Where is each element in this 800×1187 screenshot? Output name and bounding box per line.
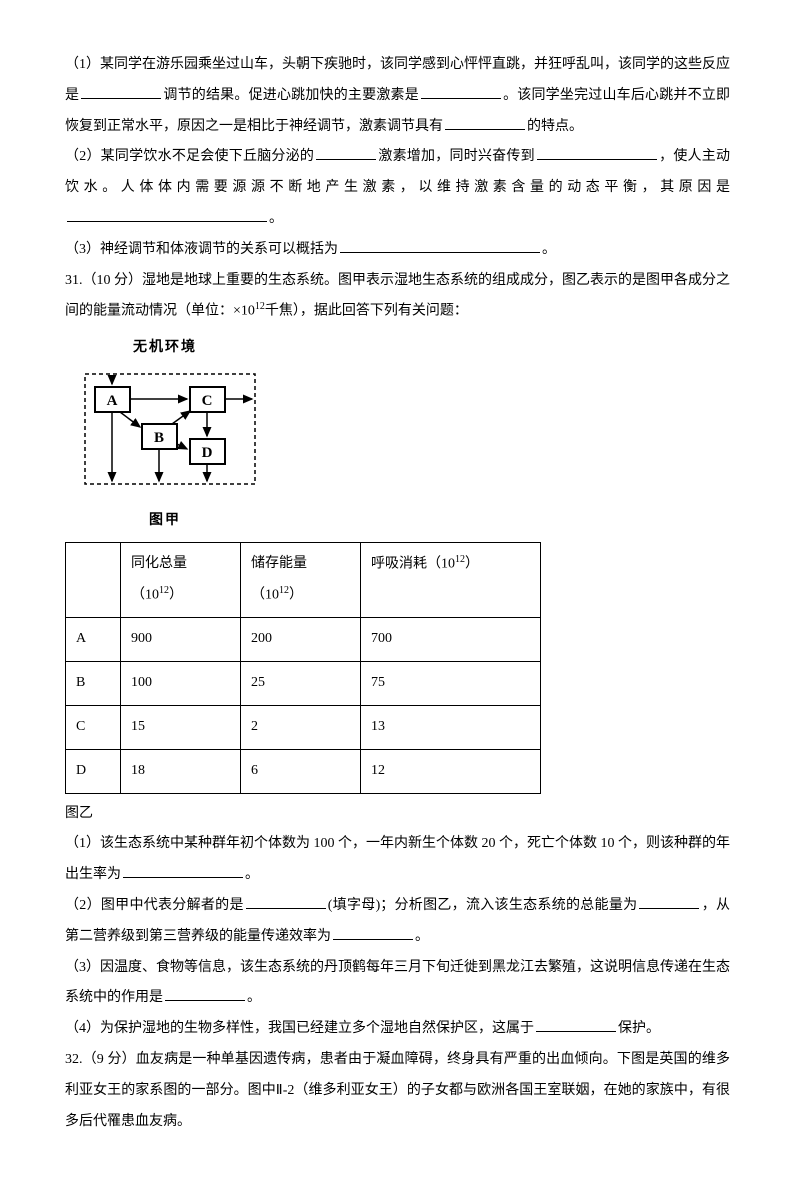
q30-part3: （3）神经调节和体液调节的关系可以概括为 。 bbox=[65, 235, 730, 266]
blank bbox=[537, 146, 657, 160]
blank bbox=[123, 864, 243, 878]
cell: 2 bbox=[241, 706, 361, 750]
cell: 200 bbox=[241, 618, 361, 662]
cell: 25 bbox=[241, 662, 361, 706]
q31-part1: （1）该生态系统中某种群年初个体数为 100 个，一年内新生个体数 20 个，死… bbox=[65, 829, 730, 891]
blank bbox=[445, 116, 525, 130]
cell: 6 bbox=[241, 749, 361, 793]
q30-p2-text: （2）某同学饮水不足会使下丘脑分泌的 bbox=[65, 149, 314, 164]
energy-table: 同化总量（1012） 储存能量（1012） 呼吸消耗（1012） A 900 2… bbox=[65, 542, 541, 793]
q30-p2b-text: 激素增加，同时兴奋传到 bbox=[378, 149, 535, 164]
q30-p2d-text: 。 bbox=[269, 211, 283, 226]
q31-part4: （4）为保护湿地的生物多样性，我国已经建立多个湿地自然保护区，这属于 保护。 bbox=[65, 1014, 730, 1045]
q31-intro: 31.（10 分）湿地是地球上重要的生态系统。图甲表示湿地生态系统的组成成分，图… bbox=[65, 266, 730, 328]
table-header-empty bbox=[66, 543, 121, 618]
blank bbox=[316, 146, 376, 160]
q30-part1: （1）某同学在游乐园乘坐过山车，头朝下疾驰时，该同学感到心怦怦直跳，并狂呼乱叫，… bbox=[65, 50, 730, 142]
blank bbox=[67, 208, 267, 222]
blank bbox=[165, 987, 245, 1001]
blank bbox=[81, 85, 161, 99]
cell: A bbox=[66, 618, 121, 662]
q31-intro-end: 千焦），据此回答下列有关问题： bbox=[265, 304, 468, 319]
blank bbox=[421, 85, 501, 99]
cell: C bbox=[66, 706, 121, 750]
env-label: 无机环境 bbox=[80, 333, 250, 364]
cell: 100 bbox=[121, 662, 241, 706]
node-a: A bbox=[107, 393, 118, 409]
diagram-label-jia: 图甲 bbox=[80, 506, 250, 537]
table-row: B 100 25 75 bbox=[66, 662, 541, 706]
q31-p2b-text: (填字母)；分析图乙，流入该生态系统的总能量为 bbox=[328, 898, 638, 913]
q31-p4-text: （4）为保护湿地的生物多样性，我国已经建立多个湿地自然保护区，这属于 bbox=[65, 1021, 534, 1036]
q30-p1d-text: 的特点。 bbox=[527, 119, 583, 134]
superscript: 12 bbox=[255, 301, 265, 312]
q31-p2d-text: 。 bbox=[415, 929, 429, 944]
table-header-col4: 呼吸消耗（1012） bbox=[361, 543, 541, 618]
blank bbox=[536, 1018, 616, 1032]
cell: 18 bbox=[121, 749, 241, 793]
ecosystem-diagram: A C B D bbox=[80, 369, 730, 502]
blank bbox=[340, 239, 540, 253]
blank bbox=[639, 895, 699, 909]
q30-p3b-text: 。 bbox=[542, 242, 556, 257]
node-d: D bbox=[202, 445, 213, 461]
q31-part3: （3）因温度、食物等信息，该生态系统的丹顶鹤每年三月下旬迁徙到黑龙江去繁殖，这说… bbox=[65, 953, 730, 1015]
cell: 900 bbox=[121, 618, 241, 662]
cell: 75 bbox=[361, 662, 541, 706]
node-b: B bbox=[154, 430, 164, 446]
cell: 12 bbox=[361, 749, 541, 793]
table-header-col2: 同化总量（1012） bbox=[121, 543, 241, 618]
q31-p1b-text: 。 bbox=[245, 867, 259, 882]
cell: 700 bbox=[361, 618, 541, 662]
table-row: A 900 200 700 bbox=[66, 618, 541, 662]
table-row: C 15 2 13 bbox=[66, 706, 541, 750]
table-header-row: 同化总量（1012） 储存能量（1012） 呼吸消耗（1012） bbox=[66, 543, 541, 618]
q31-p2-text: （2）图甲中代表分解者的是 bbox=[65, 898, 244, 913]
cell: 15 bbox=[121, 706, 241, 750]
q32-intro-text: 32.（9 分）血友病是一种单基因遗传病，患者由于凝血障碍，终身具有严重的出血倾… bbox=[65, 1052, 730, 1129]
cell: D bbox=[66, 749, 121, 793]
q31-p4b-text: 保护。 bbox=[618, 1021, 660, 1036]
table-row: D 18 6 12 bbox=[66, 749, 541, 793]
blank bbox=[246, 895, 326, 909]
table-header-col3: 储存能量（1012） bbox=[241, 543, 361, 618]
q31-p3b-text: 。 bbox=[247, 990, 261, 1005]
cell: 13 bbox=[361, 706, 541, 750]
table-label-yi: 图乙 bbox=[65, 799, 730, 830]
node-c: C bbox=[202, 393, 213, 409]
q31-part2: （2）图甲中代表分解者的是(填字母)；分析图乙，流入该生态系统的总能量为，从第二… bbox=[65, 891, 730, 953]
q30-part2: （2）某同学饮水不足会使下丘脑分泌的激素增加，同时兴奋传到，使人主动饮水。人体体… bbox=[65, 142, 730, 234]
cell: B bbox=[66, 662, 121, 706]
q32-intro: 32.（9 分）血友病是一种单基因遗传病，患者由于凝血障碍，终身具有严重的出血倾… bbox=[65, 1045, 730, 1137]
q30-p3-text: （3）神经调节和体液调节的关系可以概括为 bbox=[65, 242, 338, 257]
q30-p1b-text: 调节的结果。促进心跳加快的主要激素是 bbox=[163, 88, 419, 103]
blank bbox=[333, 926, 413, 940]
